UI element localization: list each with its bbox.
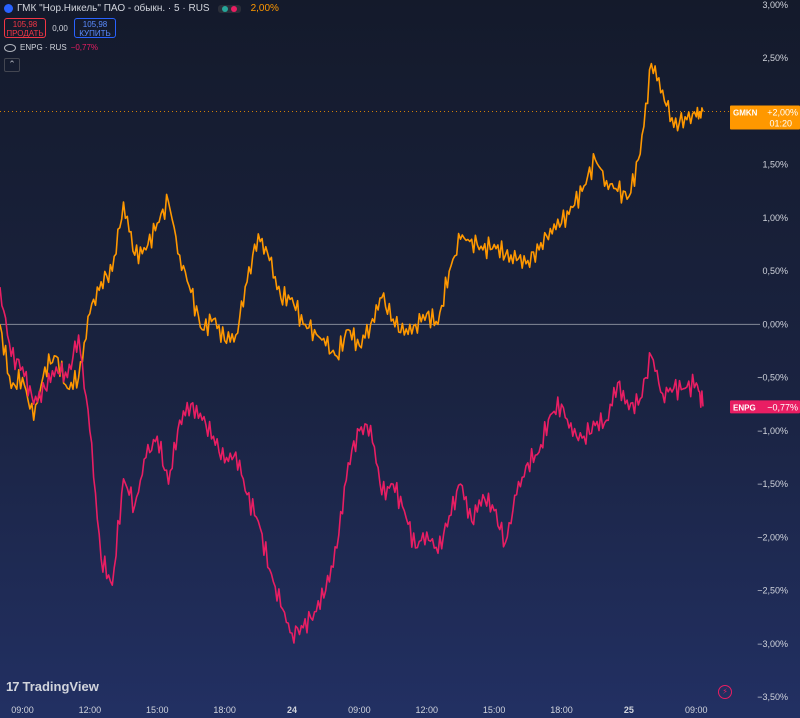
y-tick-label: −3,00% <box>757 639 788 649</box>
y-tick-label: −1,00% <box>757 426 788 436</box>
tradingview-logo[interactable]: 17 TradingView <box>6 679 99 694</box>
enpg-tag-symbol: ENPG <box>733 403 756 412</box>
y-tick-label: −1,50% <box>757 479 788 489</box>
gmkn-tag-value: +2,00% <box>767 107 798 117</box>
x-tick-label: 09:00 <box>11 705 34 715</box>
buy-label: КУПИТЬ <box>79 29 111 38</box>
y-tick-label: 0,00% <box>762 319 788 329</box>
x-tick-label: 25 <box>624 705 634 715</box>
collapse-legend-button[interactable]: ⌃ <box>4 58 20 72</box>
enpg-price-tag <box>730 400 800 414</box>
y-tick-label: 2,50% <box>762 53 788 63</box>
market-open-icon <box>221 5 228 12</box>
y-tick-label: 3,00% <box>762 0 788 10</box>
x-tick-label: 09:00 <box>685 705 708 715</box>
symbol-change: 2,00% <box>250 3 279 14</box>
trade-buttons: 105,98 ПРОДАТЬ 0,00 105,98 КУПИТЬ <box>4 18 116 38</box>
gmkn-tag-symbol: GMKN <box>733 108 758 117</box>
sell-label: ПРОДАТЬ <box>6 29 44 38</box>
eye-icon[interactable] <box>4 43 16 52</box>
symbol-logo-icon <box>4 4 13 13</box>
compare-legend[interactable]: ENPG · RUS −0,77% <box>4 43 98 52</box>
sell-price: 105,98 <box>12 20 38 29</box>
buy-price: 105,98 <box>82 20 108 29</box>
sell-button[interactable]: 105,98 ПРОДАТЬ <box>4 18 46 38</box>
data-status-icon <box>230 5 237 12</box>
y-tick-label: −3,50% <box>757 692 788 702</box>
buy-button[interactable]: 105,98 КУПИТЬ <box>74 18 116 38</box>
gmkn-price-tag <box>730 105 800 130</box>
symbol-title[interactable]: ГМК "Нор.Никель" ПАО - обыкн. · 5 · RUS <box>17 3 210 14</box>
y-tick-label: −2,50% <box>757 586 788 596</box>
x-tick-label: 09:00 <box>348 705 371 715</box>
market-status-chip[interactable] <box>217 4 241 13</box>
enpg-series-line <box>0 287 704 644</box>
y-tick-label: −0,50% <box>757 373 788 383</box>
compare-change: −0,77% <box>70 43 99 52</box>
x-tick-label: 18:00 <box>213 705 236 715</box>
gmkn-series-line <box>0 62 704 421</box>
gmkn-bar-countdown: 01:20 <box>769 118 792 128</box>
flash-icon[interactable]: ⚡ <box>718 685 732 699</box>
logo-text: TradingView <box>22 679 99 694</box>
spread-value: 0,00 <box>52 23 68 33</box>
x-tick-label: 12:00 <box>416 705 439 715</box>
x-tick-label: 24 <box>287 705 297 715</box>
y-tick-label: −2,00% <box>757 532 788 542</box>
x-tick-label: 15:00 <box>483 705 506 715</box>
x-tick-label: 18:00 <box>550 705 573 715</box>
y-tick-label: 1,00% <box>762 213 788 223</box>
enpg-tag-value: −0,77% <box>767 402 798 412</box>
y-tick-label: 0,50% <box>762 266 788 276</box>
y-tick-label: 1,50% <box>762 160 788 170</box>
x-tick-label: 12:00 <box>79 705 102 715</box>
tradingview-logo-icon: 17 <box>6 679 20 694</box>
symbol-row[interactable]: ГМК "Нор.Никель" ПАО - обыкн. · 5 · RUS … <box>4 3 279 14</box>
compare-symbol[interactable]: ENPG · RUS <box>20 43 67 52</box>
x-tick-label: 15:00 <box>146 705 169 715</box>
